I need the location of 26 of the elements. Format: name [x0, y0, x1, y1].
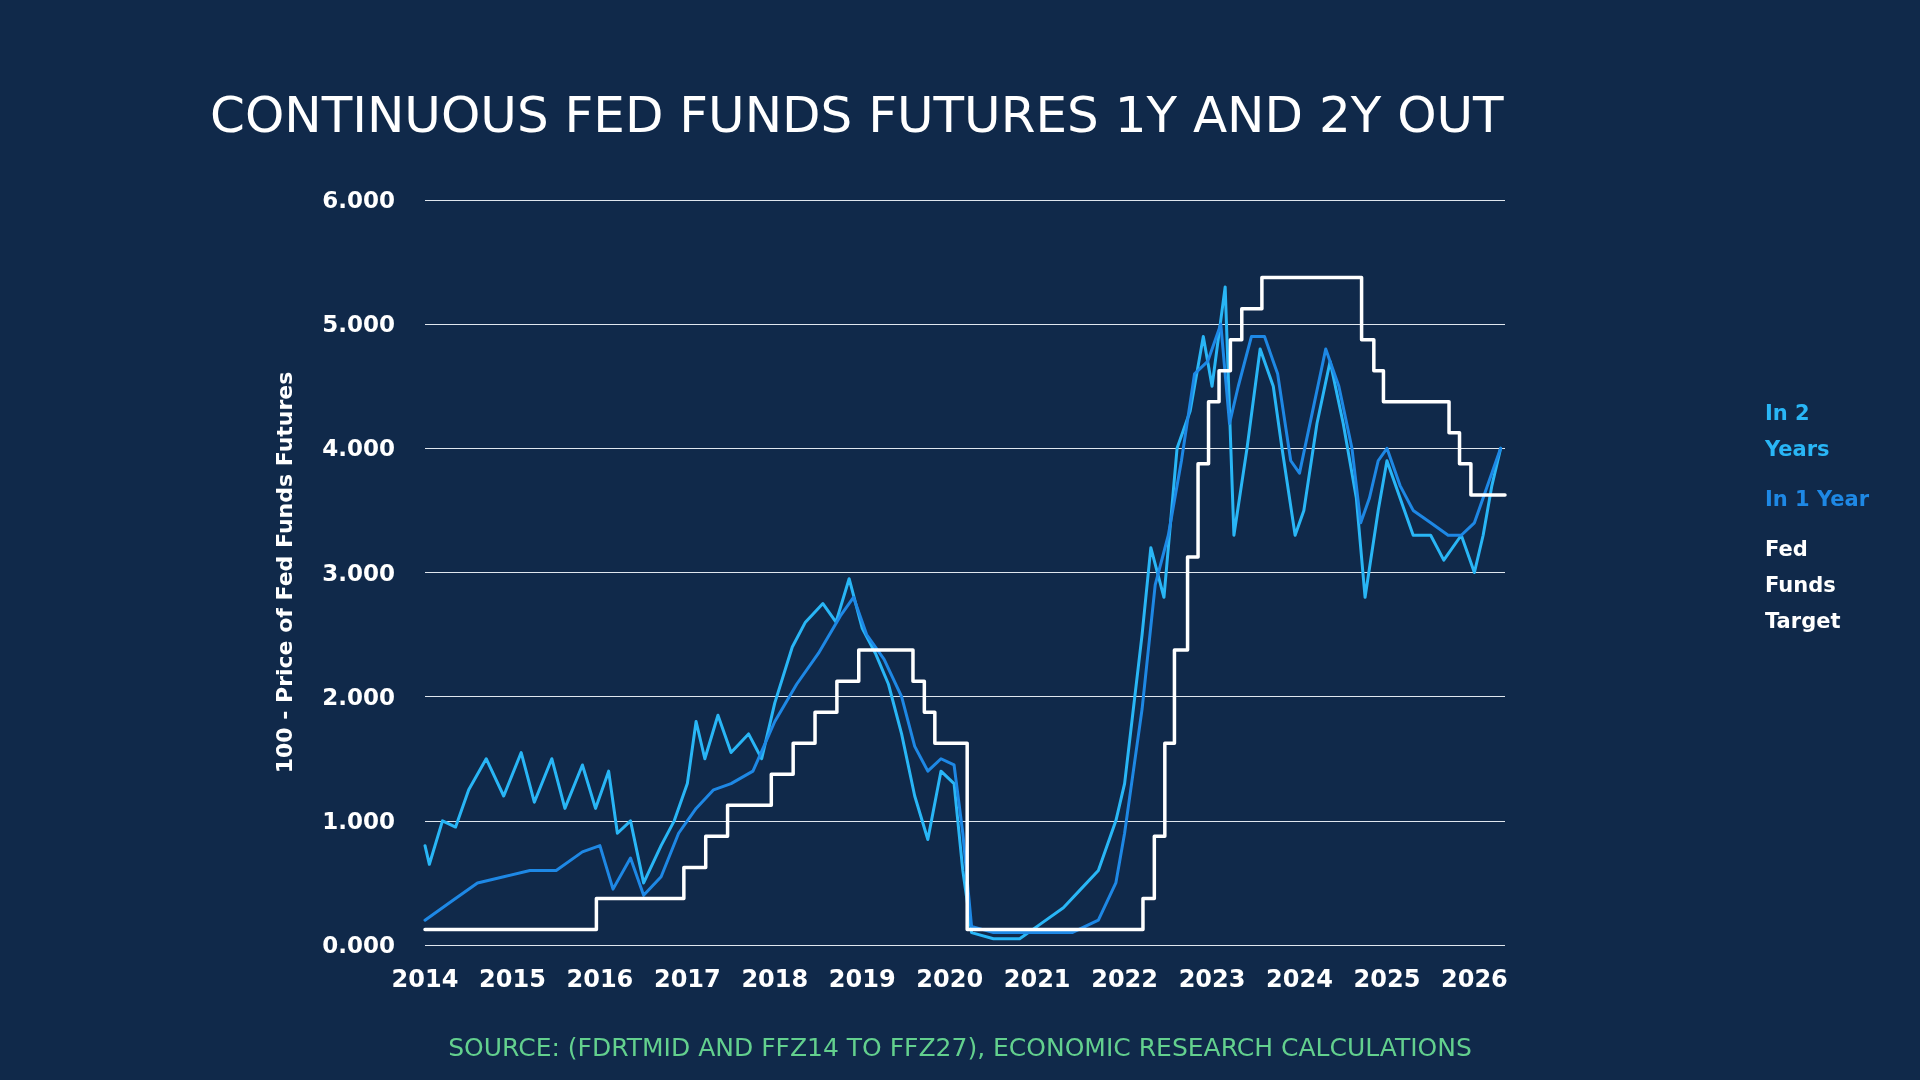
- text: Fed Funds Target: [1765, 537, 1844, 633]
- y-tick-label: 5.000: [322, 311, 395, 338]
- x-tick-label: 2016: [566, 965, 634, 993]
- x-tick-label: 2018: [741, 965, 809, 993]
- y-tick-label: 6.000: [322, 187, 395, 213]
- x-tick-label: 2021: [1003, 965, 1071, 993]
- x-tick-label: 2022: [1091, 965, 1158, 993]
- x-tick-label: 2019: [828, 965, 896, 993]
- y-tick-label: 0.000: [322, 932, 395, 958]
- source-note: SOURCE: (FDRTMID AND FFZ14 TO FFZ27), ECONOMIC RESEARCH CALCULATIONS: [448, 1033, 1472, 1062]
- text: In 1 Year: [1765, 487, 1870, 511]
- y-tick-label: 1.000: [322, 807, 395, 834]
- x-tick-label: 2017: [653, 965, 721, 993]
- x-tick-label: 2024: [1266, 965, 1333, 993]
- x-tick-label: 2023: [1178, 965, 1246, 993]
- y-axis-title: 100 - Price of Fed Funds Futures: [271, 371, 297, 774]
- x-tick-label: 2020: [916, 965, 984, 993]
- x-tick-label: 2015: [479, 965, 546, 993]
- x-tick-label: 2026: [1440, 965, 1508, 993]
- text: In 2 Years: [1764, 401, 1830, 461]
- x-tick-label: 2014: [391, 965, 459, 993]
- x-tick-label: 2025: [1353, 965, 1421, 993]
- y-tick-label: 4.000: [322, 435, 395, 462]
- y-tick-label: 3.000: [322, 559, 395, 586]
- y-tick-label: 2.000: [322, 683, 395, 710]
- chart-title: CONTINUOUS FED FUNDS FUTURES 1Y AND 2Y OUT: [210, 86, 1505, 144]
